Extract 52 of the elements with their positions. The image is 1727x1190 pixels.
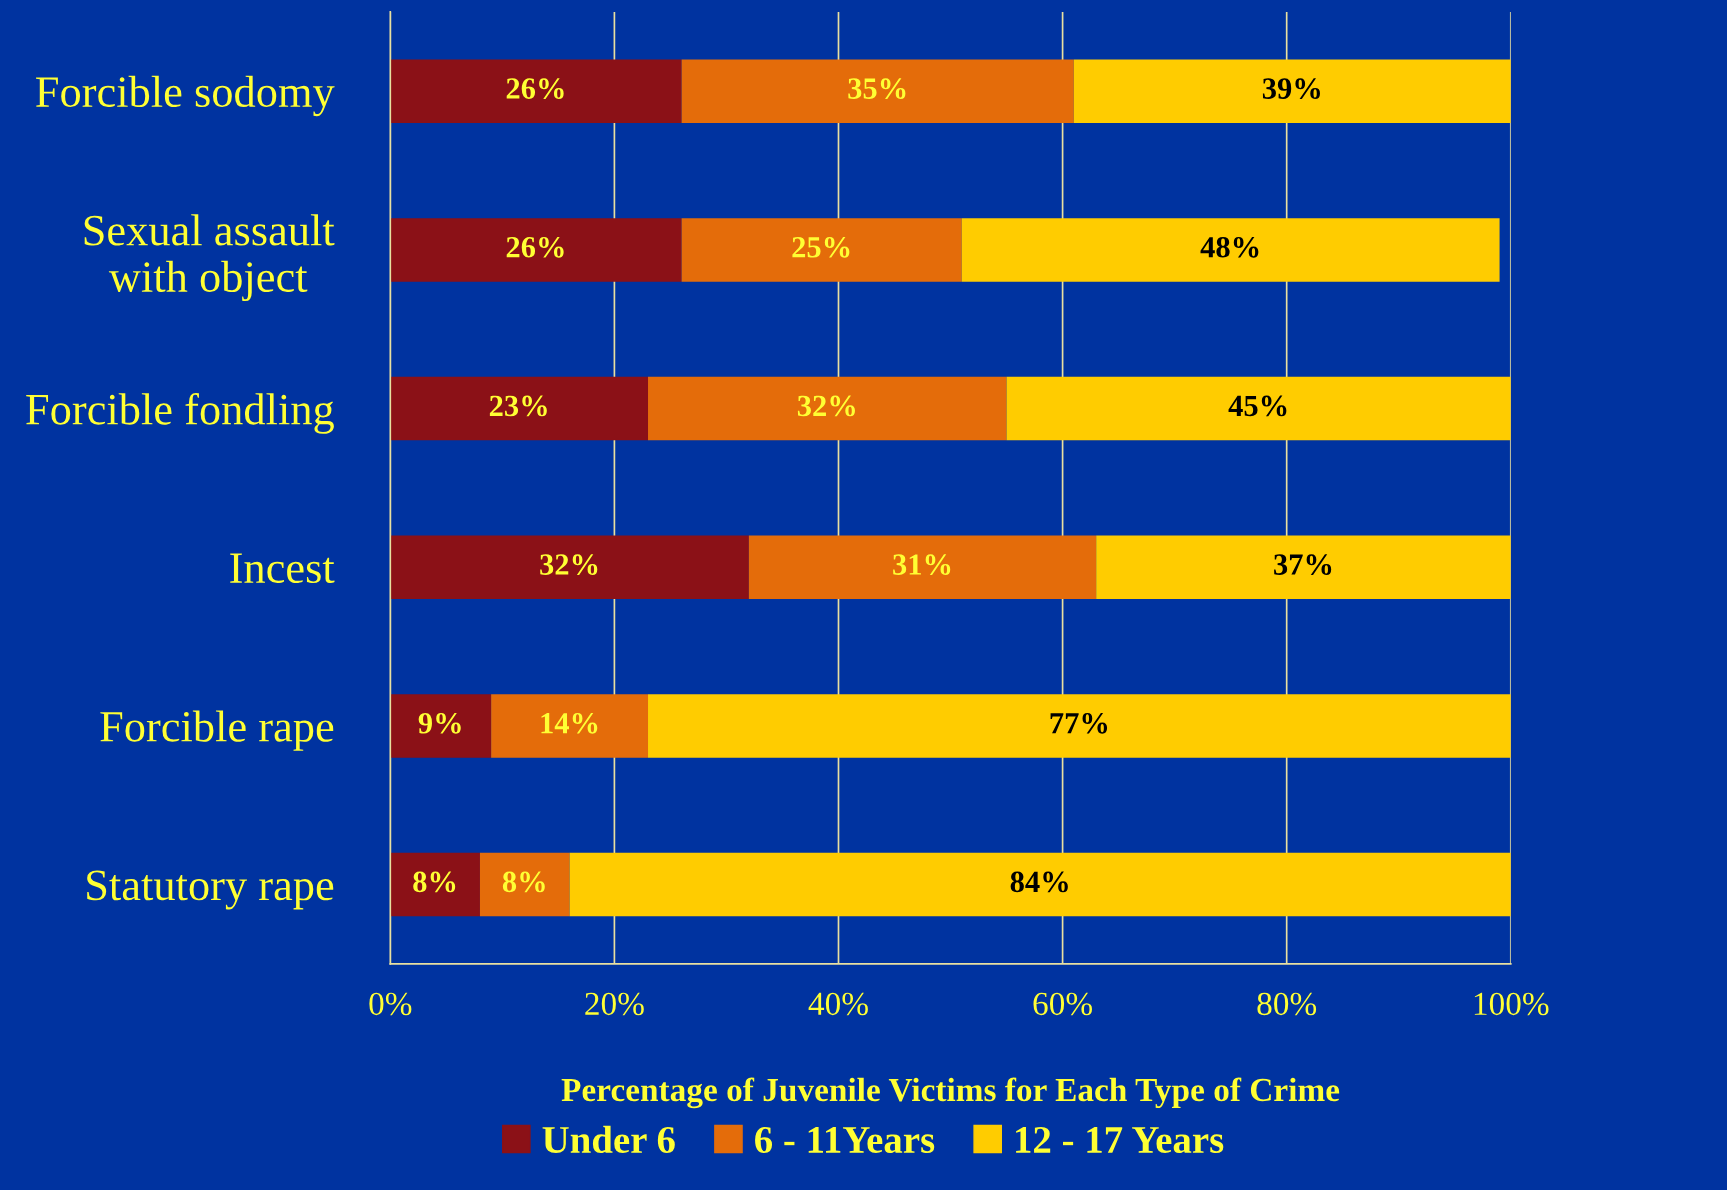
x-tick-label: 80% <box>1257 992 1317 1016</box>
x-tick-label: 40% <box>808 992 868 1016</box>
data-label: 35% <box>848 78 906 99</box>
bar <box>961 218 1500 282</box>
data-label: 14% <box>541 712 598 734</box>
bar <box>648 376 1007 441</box>
data-label: 48% <box>1200 236 1259 258</box>
bar <box>1006 376 1511 441</box>
bar <box>681 218 962 282</box>
data-label: 31% <box>893 554 951 575</box>
bar <box>1096 535 1511 599</box>
data-label: 23% <box>489 395 547 417</box>
data-label: 26% <box>506 236 564 258</box>
data-label: 37% <box>1274 554 1332 575</box>
data-label: 77% <box>1050 712 1108 734</box>
y-tick-label: Statutory rape <box>87 870 334 910</box>
data-label: 32% <box>797 395 855 417</box>
bar <box>479 852 570 917</box>
data-label: 45% <box>1228 395 1287 417</box>
x-tick-label: 0% <box>369 992 412 1016</box>
bar <box>390 376 649 441</box>
bar <box>681 59 1074 123</box>
data-label: 39% <box>1262 78 1320 99</box>
bar <box>648 694 1511 758</box>
bar <box>390 59 682 123</box>
bar <box>390 852 480 917</box>
data-label: 25% <box>792 236 850 258</box>
bar <box>390 535 749 599</box>
bar <box>491 694 649 758</box>
y-tick-label: Forcible rape <box>100 710 334 751</box>
y-tick-label: Incest <box>230 553 335 584</box>
legend-label: Under 6 <box>542 1125 675 1154</box>
data-label: 8% <box>502 871 545 893</box>
x-axis-title: Percentage of Juvenile Victims for Each Type of Crime <box>561 1077 1340 1109</box>
bar <box>748 535 1097 599</box>
data-label: 26% <box>506 78 564 99</box>
data-label: 8% <box>413 871 456 893</box>
bar <box>569 852 1511 917</box>
bar <box>390 694 492 758</box>
x-tick-label: 20% <box>585 992 644 1016</box>
x-tick-label: 60% <box>1033 992 1092 1016</box>
bar <box>1073 59 1511 123</box>
y-tick-label: Forcible sodomy <box>36 75 335 117</box>
y-tick-label: Sexual assault with object <box>84 214 335 302</box>
legend-label: 12 - 17 Years <box>1016 1126 1224 1154</box>
data-label: 32% <box>540 554 598 575</box>
x-tick-label: 100% <box>1474 992 1549 1016</box>
data-label: 84% <box>1010 871 1068 893</box>
y-tick-label: Forcible fondling <box>26 392 334 434</box>
legend-label: 6 - 11Years <box>755 1126 935 1154</box>
data-label: 9% <box>418 712 461 734</box>
bar <box>390 218 682 282</box>
